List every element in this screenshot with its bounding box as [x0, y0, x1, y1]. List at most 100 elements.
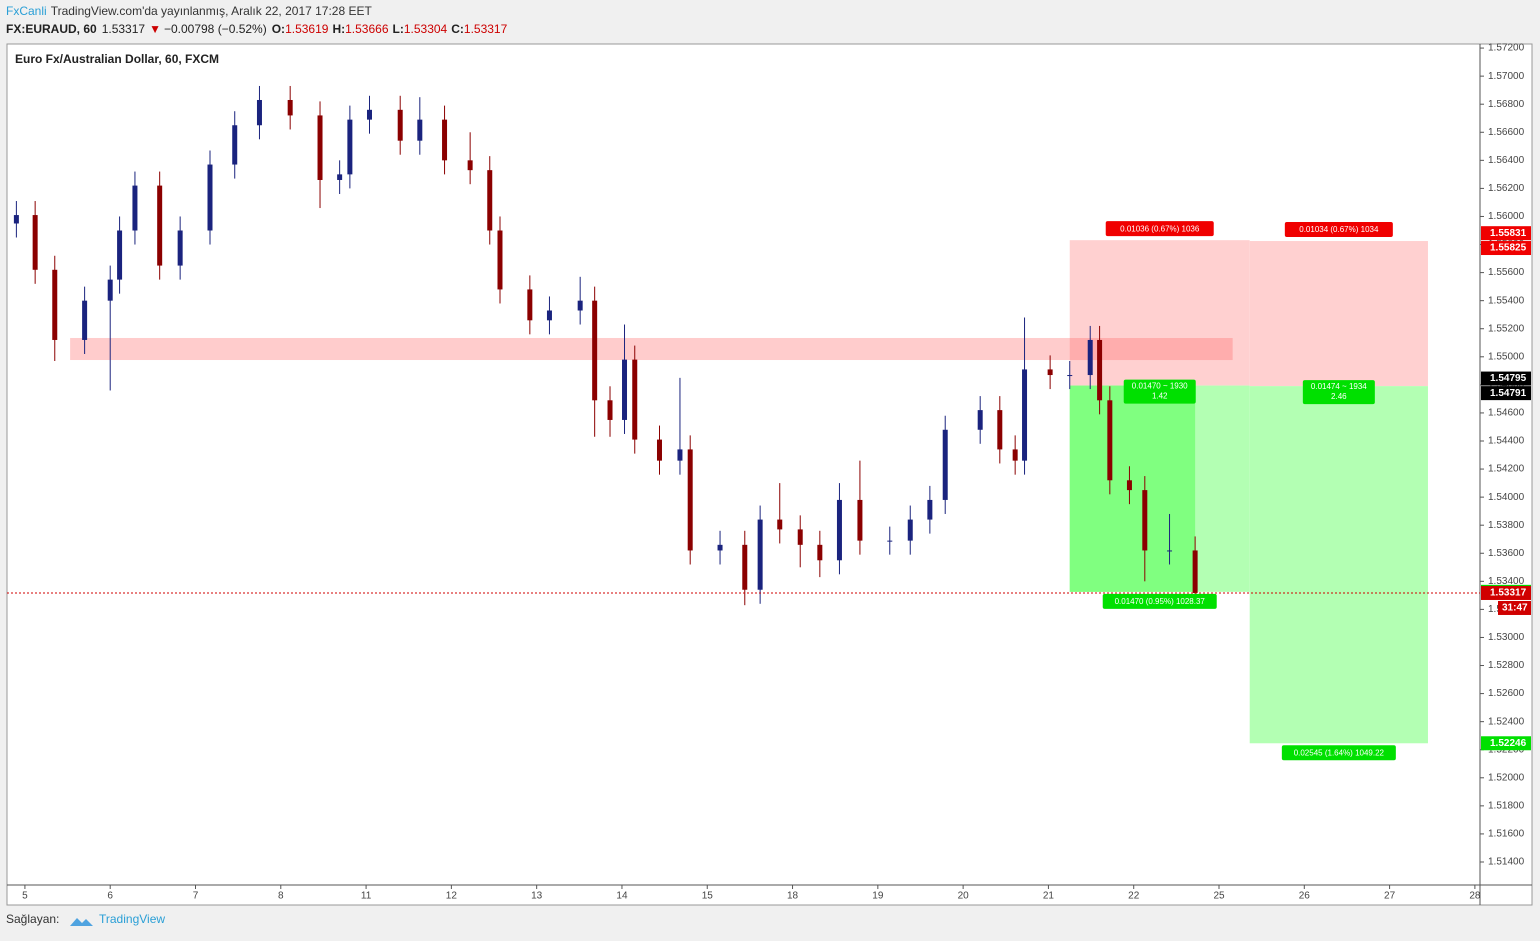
stop-label: 0.01034 (0.67%) 1034	[1299, 225, 1379, 234]
candle-body	[366, 109, 372, 120]
y-tick-label: 1.54200	[1488, 464, 1525, 475]
candle-body	[232, 125, 238, 165]
target-label-box	[1281, 745, 1396, 761]
price-label: 1.54795	[1490, 373, 1527, 384]
price-label-box	[1481, 226, 1531, 241]
brand[interactable]: FxCanli	[6, 4, 47, 18]
y-tick-label: 1.56000	[1488, 211, 1525, 222]
candle-body	[742, 544, 748, 590]
y-tick-label: 1.56400	[1488, 155, 1525, 166]
high: 1.53666	[345, 22, 389, 36]
y-tick-label: 1.52600	[1488, 688, 1525, 699]
footer-brand[interactable]: TradingView	[99, 912, 165, 926]
candle-body	[32, 215, 38, 270]
candle-body	[927, 499, 933, 520]
symbol: FX:EURAUD, 60	[6, 22, 97, 36]
provider: Sağlayan:	[6, 912, 59, 926]
l-label: L:	[393, 22, 404, 36]
y-tick-label: 1.53600	[1488, 548, 1525, 559]
candle-body	[207, 164, 213, 231]
candle-body	[632, 359, 638, 440]
y-tick-label: 1.57000	[1488, 71, 1525, 82]
symbol-line: FX:EURAUD, 60 1.53317 ▼ −0.00798 (−0.52%) O:…	[6, 22, 508, 36]
candle-body	[577, 300, 583, 311]
candle-body	[442, 119, 448, 161]
zone	[70, 337, 1233, 361]
price-label: 1.52246	[1490, 738, 1527, 749]
price-label: 1.55831	[1490, 228, 1527, 239]
ratio-label: 0.01470 ~ 1930	[1132, 382, 1188, 391]
candle-body	[942, 429, 948, 500]
x-tick-label: 5	[22, 891, 28, 902]
x-tick-label: 18	[787, 891, 799, 902]
candle-body	[757, 519, 763, 590]
y-tick-label: 1.56200	[1488, 183, 1525, 194]
candle-body	[347, 119, 353, 175]
candle-body	[527, 289, 533, 321]
candle-body	[1107, 400, 1113, 481]
y-tick-label: 1.56600	[1488, 127, 1525, 138]
x-tick-label: 12	[446, 891, 458, 902]
x-tick-label: 6	[107, 891, 113, 902]
y-tick-label: 1.55400	[1488, 295, 1525, 306]
candle-body	[607, 400, 613, 420]
ratio-label: 0.01474 ~ 1934	[1311, 382, 1367, 391]
ratio-label-box	[1123, 379, 1196, 404]
stop-label-box	[1105, 221, 1214, 237]
x-tick-label: 8	[278, 891, 284, 902]
header-line: FxCanli TradingView.com'da yayınlanmış, A…	[6, 4, 372, 18]
candle-body	[52, 269, 58, 340]
o-label: O:	[272, 22, 285, 36]
candle-body	[82, 300, 88, 340]
countdown: 31:47	[1502, 603, 1528, 614]
x-tick-label: 22	[1128, 891, 1140, 902]
chart-title: Euro Fx/Australian Dollar, 60, FXCM	[15, 52, 219, 66]
published: TradingView.com'da yayınlanmış, Aralık 2…	[51, 4, 373, 18]
last: 1.53317	[102, 22, 146, 36]
candle-body	[777, 519, 783, 530]
y-tick-label: 1.56800	[1488, 99, 1525, 110]
y-tick-label: 1.54400	[1488, 436, 1525, 447]
x-tick-label: 27	[1384, 891, 1396, 902]
stop-label-box	[1284, 222, 1393, 238]
x-tick-label: 26	[1299, 891, 1311, 902]
candle-body	[546, 310, 552, 321]
candle-body	[287, 99, 293, 116]
h-label: H:	[332, 22, 345, 36]
x-tick-label: 15	[702, 891, 714, 902]
candle-body	[797, 529, 803, 545]
price-label: 1.54791	[1490, 388, 1527, 399]
x-tick-label: 14	[616, 891, 628, 902]
y-tick-label: 1.52400	[1488, 716, 1525, 727]
candle-body	[117, 230, 123, 280]
x-tick-label: 20	[958, 891, 970, 902]
candle-body	[157, 185, 163, 266]
y-tick-label: 1.54600	[1488, 408, 1525, 419]
candle-body	[817, 544, 823, 561]
candle-body	[677, 449, 683, 461]
candle-body	[656, 439, 662, 461]
price-label-box	[1481, 371, 1531, 386]
candle-body	[132, 185, 138, 231]
candle-body	[1067, 375, 1073, 377]
candle-body	[487, 170, 493, 231]
tradingview-logo	[70, 918, 93, 926]
target-zone	[1249, 386, 1428, 744]
stop-label: 0.01036 (0.67%) 1036	[1120, 224, 1200, 233]
candle-body	[107, 279, 113, 301]
x-tick-label: 28	[1469, 891, 1481, 902]
arrow: ▼	[149, 22, 161, 36]
candle-body	[317, 115, 323, 180]
candle-body	[1192, 550, 1198, 593]
ratio-label-box	[1302, 380, 1375, 405]
y-tick-label: 1.55000	[1488, 351, 1525, 362]
y-tick-label: 1.57200	[1488, 43, 1525, 54]
candle-body	[592, 300, 598, 401]
price-label-box	[1481, 736, 1531, 751]
candle-body	[1012, 449, 1018, 461]
candle-body	[977, 410, 983, 430]
x-tick-label: 11	[361, 891, 372, 902]
candle-body	[997, 410, 1003, 450]
price-label: 1.53317	[1490, 588, 1527, 599]
candle-body	[13, 215, 19, 224]
